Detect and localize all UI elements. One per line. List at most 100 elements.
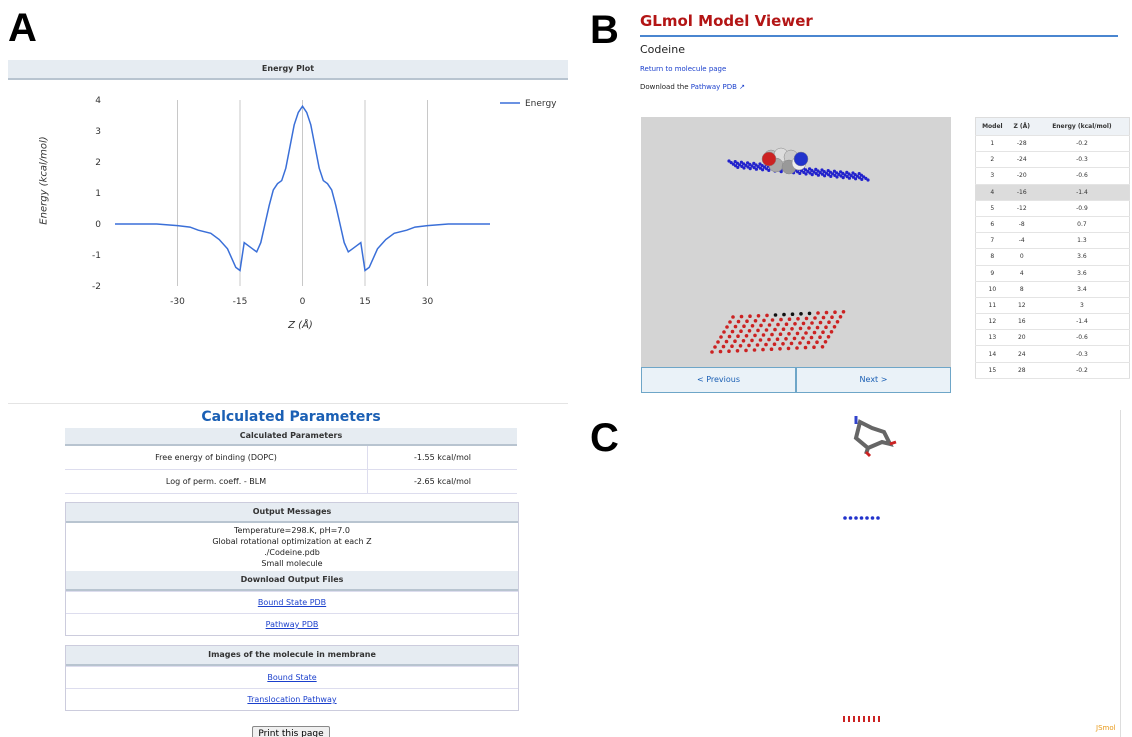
table-cell: -24 <box>1009 152 1035 168</box>
atom <box>768 323 772 327</box>
parameter-value: -1.55 kcal/mol <box>368 446 517 469</box>
atom <box>727 349 731 353</box>
x-tick-label: -15 <box>233 297 248 307</box>
atom <box>728 335 732 339</box>
atom <box>860 516 864 520</box>
atom <box>733 339 737 343</box>
atom <box>791 312 795 316</box>
download-header: Download Output Files <box>66 571 518 591</box>
link[interactable]: Bound State <box>267 673 316 682</box>
table-cell: 12 <box>976 314 1009 330</box>
glmol-viewer[interactable] <box>641 117 951 367</box>
atom <box>799 312 803 316</box>
atom <box>848 716 850 722</box>
page: A B C Energy Plot -30-1501530-2-101234Z … <box>0 0 1132 737</box>
atom <box>876 516 880 520</box>
bond <box>890 442 896 444</box>
output-box: Output Messages Temperature=298.K, pH=7.… <box>65 502 519 636</box>
x-tick-label: 30 <box>422 297 434 307</box>
atom <box>742 166 745 169</box>
atom <box>811 173 814 176</box>
atom <box>854 516 858 520</box>
table-cell: -16 <box>1009 184 1035 200</box>
atom <box>747 344 751 348</box>
table-cell: 5 <box>976 200 1009 216</box>
output-line: Temperature=298.K, pH=7.0 <box>66 525 518 536</box>
atom <box>853 716 855 722</box>
atom <box>761 168 764 171</box>
atom <box>742 339 746 343</box>
atom <box>740 315 744 319</box>
download-link[interactable]: Pathway PDB <box>691 83 737 91</box>
table-row: 1424-0.3 <box>976 346 1130 362</box>
atom <box>798 172 801 175</box>
atom <box>796 332 800 336</box>
print-button[interactable]: Print this page <box>252 726 330 737</box>
table-row: 1216-1.4 <box>976 314 1130 330</box>
output-line: Global rotational optimization at each Z <box>66 536 518 547</box>
atom <box>753 334 757 338</box>
molecule <box>856 422 890 454</box>
atom <box>767 338 771 342</box>
jsmol-viewer[interactable] <box>620 410 1120 737</box>
atom <box>770 347 774 351</box>
table-cell: -28 <box>1009 136 1035 152</box>
atom <box>725 340 729 344</box>
atom <box>728 320 732 324</box>
output-header: Output Messages <box>66 503 518 523</box>
atom <box>748 314 752 318</box>
table-row: 11123 <box>976 297 1130 313</box>
link[interactable]: Translocation Pathway <box>247 695 336 704</box>
atom <box>725 325 729 329</box>
table-cell: -1.4 <box>1035 314 1130 330</box>
y-tick-label: 2 <box>95 158 101 168</box>
table-header: Calculated Parameters <box>65 428 517 446</box>
return-link[interactable]: Return to molecule page <box>640 65 726 73</box>
atom <box>830 315 834 319</box>
atom <box>710 350 714 354</box>
table-cell: 8 <box>976 249 1009 265</box>
parameter-row: Free energy of binding (DOPC)-1.55 kcal/… <box>65 446 517 470</box>
y-tick-label: 0 <box>95 220 101 230</box>
atom <box>787 332 791 336</box>
x-tick-label: 15 <box>359 297 370 307</box>
table-cell: 0 <box>1009 249 1035 265</box>
atom <box>798 341 802 345</box>
table-row: 943.6 <box>976 265 1130 281</box>
atom <box>808 312 812 316</box>
atom <box>807 326 811 330</box>
next-button[interactable]: Next > <box>796 367 951 393</box>
atom <box>839 315 843 319</box>
previous-button[interactable]: < Previous <box>641 367 796 393</box>
atom <box>731 315 735 319</box>
table-cell: 1 <box>976 136 1009 152</box>
atom <box>819 321 823 325</box>
atom <box>755 168 758 171</box>
output-line: ./Codeine.pdb <box>66 547 518 558</box>
atom <box>778 347 782 351</box>
link[interactable]: Pathway PDB <box>266 620 319 629</box>
jsmol-border <box>1120 410 1121 737</box>
download-line: Download the Pathway PDB ↗ <box>640 83 745 91</box>
atom <box>807 341 811 345</box>
atom <box>739 329 743 333</box>
table-cell: 8 <box>1009 281 1035 297</box>
atom <box>781 342 785 346</box>
atom <box>833 310 837 314</box>
table-cell: -12 <box>1009 200 1035 216</box>
atom <box>753 348 757 352</box>
title-rule <box>640 35 1118 37</box>
table-row: 3-20-0.6 <box>976 168 1130 184</box>
x-axis-label: Z (Å) <box>287 318 313 331</box>
atom <box>779 332 783 336</box>
atom <box>810 321 814 325</box>
table-cell: 1.3 <box>1035 233 1130 249</box>
atom <box>796 317 800 321</box>
table-cell: 12 <box>1009 297 1035 313</box>
atom <box>773 342 777 346</box>
atom <box>749 167 752 170</box>
link[interactable]: Bound State PDB <box>258 598 326 607</box>
table-cell: 0.7 <box>1035 216 1130 232</box>
atom <box>863 716 865 722</box>
